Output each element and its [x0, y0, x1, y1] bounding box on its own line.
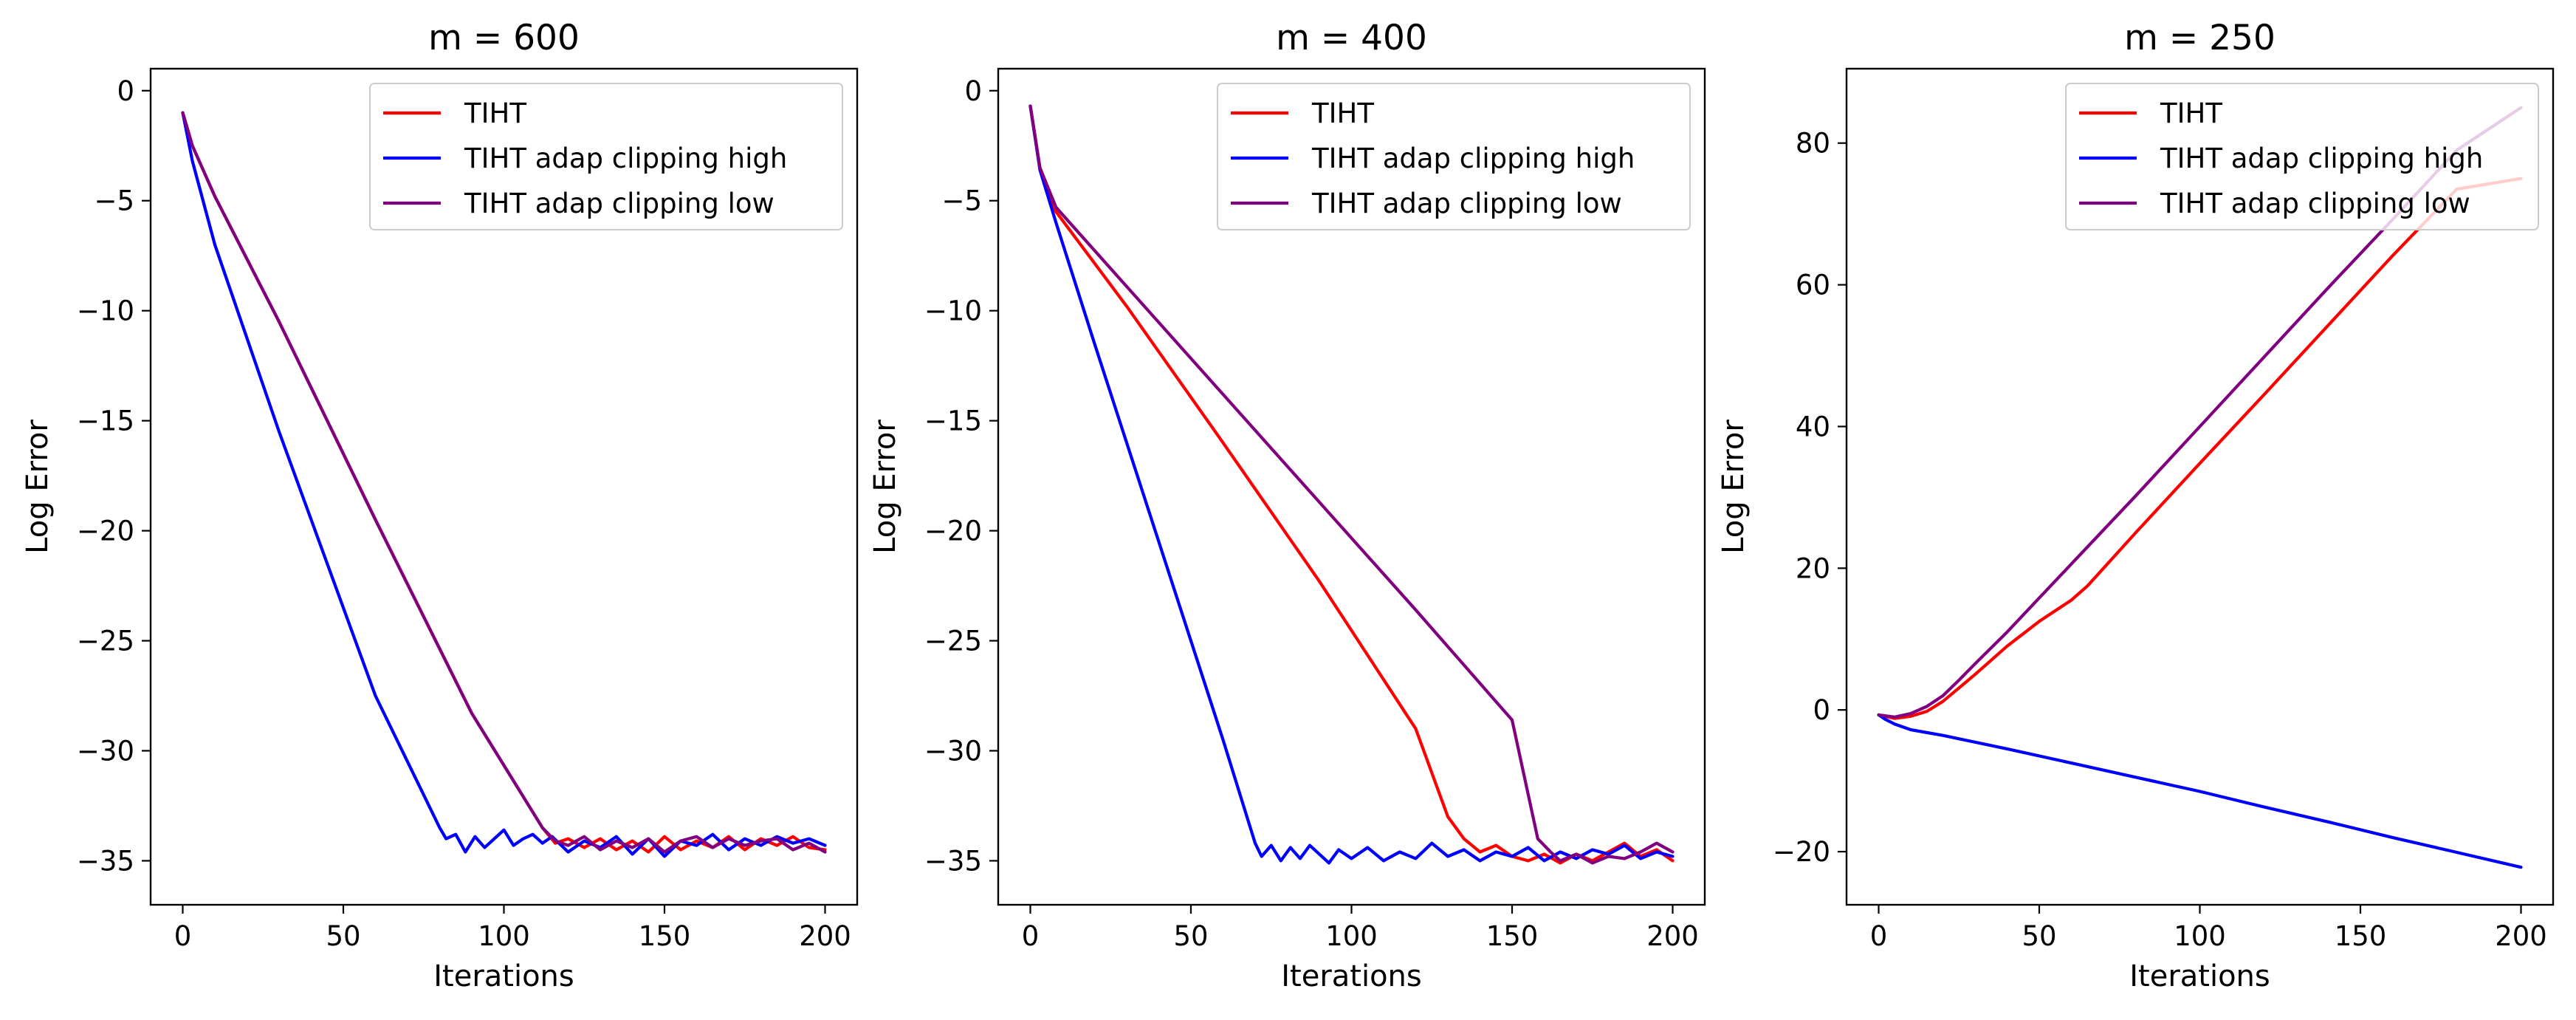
legend-label-2: TIHT adap clipping high — [2160, 143, 2483, 174]
y-tick-label: −20 — [77, 516, 134, 547]
y-tick-label: −10 — [77, 295, 134, 327]
x-tick-label: 100 — [1325, 920, 1378, 952]
legend-label-3: TIHT adap clipping low — [2160, 188, 2470, 219]
series-line-1 — [1877, 177, 2523, 720]
legend-label-3: TIHT adap clipping low — [464, 188, 774, 219]
series-group — [1877, 106, 2523, 869]
chart-title: m = 400 — [1276, 18, 1427, 58]
x-tick-label: 200 — [2495, 920, 2547, 952]
y-tick-label: −20 — [1773, 836, 1830, 868]
x-tick-label: 100 — [2174, 920, 2226, 952]
legend-box — [2065, 83, 2539, 230]
series-line-3 — [1028, 104, 1675, 865]
y-tick-label: 60 — [1796, 270, 1830, 301]
x-tick-label: 150 — [1486, 920, 1539, 952]
y-tick-label: −35 — [77, 845, 134, 877]
x-axis-label: Iterations — [1281, 959, 1422, 993]
y-axis-label: Log Error — [1717, 420, 1751, 554]
x-tick-label: 0 — [174, 920, 192, 952]
series-line-2 — [1877, 713, 2523, 869]
chart-title: m = 250 — [2124, 18, 2276, 58]
y-tick-label: 80 — [1796, 128, 1830, 160]
legend: TIHT TIHT adap clipping high TIHT adap cli… — [369, 83, 843, 230]
y-axis-label: Log Error — [21, 420, 55, 554]
y-tick-label: −30 — [924, 735, 982, 767]
series-line-2 — [1028, 104, 1675, 865]
y-tick-label: 0 — [964, 75, 982, 107]
y-tick-label: −25 — [924, 626, 982, 657]
y-tick-label: −5 — [941, 185, 982, 217]
x-tick-label: 200 — [1646, 920, 1699, 952]
legend: TIHT TIHT adap clipping high TIHT adap cli… — [1217, 83, 1691, 230]
subplot-2: m = 400 0 50 100 150 200 0 −5 −10 −15 −20 −25 −30 −35… — [868, 18, 1706, 993]
y-tick-label: −15 — [77, 405, 134, 437]
x-tick-label: 50 — [326, 920, 360, 952]
legend-label-1: TIHT — [1311, 97, 1374, 129]
x-tick-label: 50 — [1173, 920, 1208, 952]
series-line-1 — [1028, 104, 1675, 865]
x-axis-label: Iterations — [2129, 959, 2270, 993]
series-group — [1028, 104, 1675, 865]
x-tick-label: 50 — [2022, 920, 2056, 952]
y-tick-label: −10 — [924, 295, 982, 327]
y-tick-label: −15 — [924, 405, 982, 437]
legend: TIHT TIHT adap clipping high TIHT adap cli… — [2065, 83, 2539, 230]
y-tick-label: 0 — [117, 75, 134, 107]
y-tick-label: 0 — [1813, 694, 1830, 726]
series-line-3 — [181, 111, 827, 854]
y-axis-label: Log Error — [868, 420, 902, 554]
legend-label-1: TIHT — [464, 97, 526, 129]
y-tick-label: −35 — [924, 845, 982, 877]
legend-box — [1217, 83, 1691, 230]
y-tick-label: −20 — [924, 516, 982, 547]
legend-label-2: TIHT adap clipping high — [464, 143, 787, 174]
y-tick-label: −30 — [77, 735, 134, 767]
legend-label-2: TIHT adap clipping high — [1311, 143, 1635, 174]
x-tick-label: 100 — [478, 920, 530, 952]
x-tick-label: 150 — [2335, 920, 2387, 952]
y-tick-label: −25 — [77, 626, 134, 657]
x-tick-label: 150 — [639, 920, 691, 952]
x-axis-label: Iterations — [433, 959, 574, 993]
y-tick-label: 40 — [1796, 411, 1830, 442]
x-tick-label: 0 — [1870, 920, 1888, 952]
x-tick-label: 0 — [1022, 920, 1040, 952]
legend-box — [369, 83, 843, 230]
legend-label-1: TIHT — [2160, 97, 2222, 129]
y-tick-label: −5 — [94, 185, 134, 217]
series-group — [181, 111, 827, 858]
subplot-1: m = 600 0 50 100 150 200 0 −5 −10 −15 −20 −25 −30 −35… — [21, 18, 859, 993]
x-tick-label: 200 — [799, 920, 851, 952]
legend-label-3: TIHT adap clipping low — [1311, 188, 1622, 219]
y-tick-label: 20 — [1796, 552, 1830, 584]
chart-title: m = 600 — [428, 18, 580, 58]
series-line-3 — [1877, 106, 2523, 719]
